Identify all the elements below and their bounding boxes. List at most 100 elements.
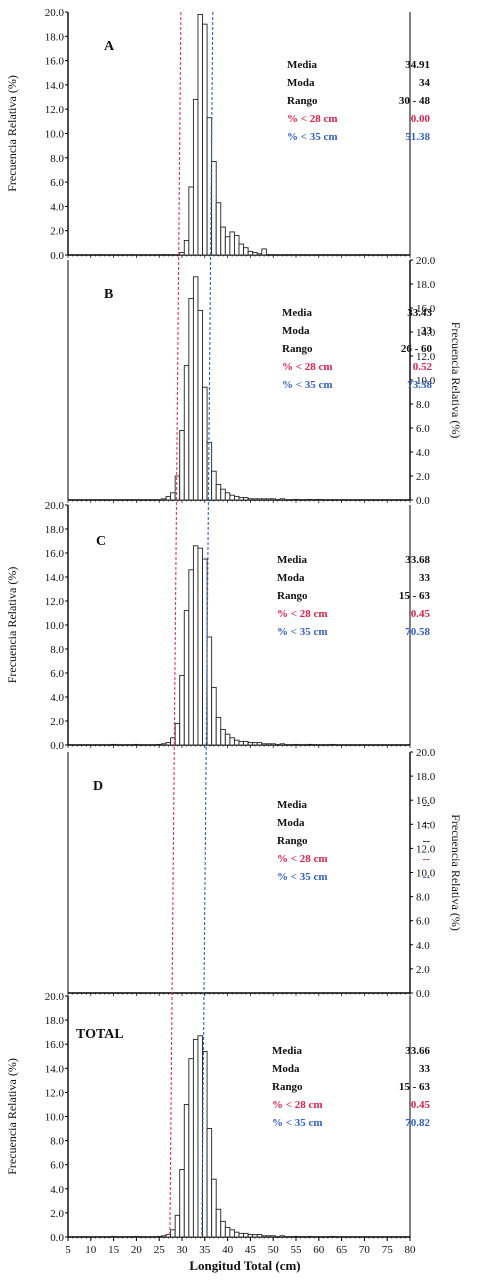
y-tick-label: 4.0: [50, 201, 64, 213]
y-tick-label: 2.0: [50, 1208, 64, 1220]
stat-label-pct-lt-28: % < 28 cm: [277, 608, 328, 620]
histogram-bar: [265, 498, 272, 501]
histogram-bar: [243, 740, 249, 746]
histogram-bar: [270, 743, 276, 746]
y-tick-label: 18.0: [416, 771, 436, 783]
y-axis-label: Frecuencia Relativa (%): [449, 322, 463, 439]
stat-label-pct-lt-28: % < 28 cm: [282, 361, 333, 373]
histogram-bar: [238, 243, 245, 256]
histogram-bar: [306, 498, 313, 501]
y-tick-label: 8.0: [50, 644, 64, 656]
histogram-bar: [188, 1058, 194, 1238]
histogram-bar: [188, 186, 194, 256]
histogram-bar: [224, 1226, 231, 1238]
stat-value-rango: --: [423, 835, 431, 847]
x-tick-label: 30: [177, 1244, 189, 1256]
histogram-bar: [215, 483, 222, 501]
histogram-bar: [211, 470, 217, 501]
stat-value-moda: 34: [419, 77, 431, 89]
histogram-bar: [229, 1229, 235, 1238]
y-tick-label: 6.0: [416, 423, 430, 435]
y-tick-label: 6.0: [416, 916, 430, 928]
histogram-bar: [206, 441, 213, 501]
panels-group: 0.0 2.0 4.0 6.0 8.0 10.0 12.0 14.0 16.0 18.0 20.0 F…: [5, 7, 463, 1244]
ref-line-35cm: [201, 11, 214, 1238]
histogram-bar: [329, 1235, 336, 1238]
histogram-bar: [188, 569, 194, 746]
y-tick-label: 2.0: [416, 471, 430, 483]
histogram-bar: [197, 13, 203, 256]
stat-value-moda: 33: [419, 572, 431, 584]
y-axis-label: Frecuencia Relativa (%): [5, 75, 19, 192]
histogram-bar: [243, 1232, 249, 1238]
x-tick-label: 60: [313, 1244, 325, 1256]
x-tick-label: 65: [336, 1244, 348, 1256]
stat-value-pct-lt-35: 73.58: [407, 379, 432, 391]
histogram-bar: [211, 160, 217, 256]
stat-label-pct-lt-28: % < 28 cm: [277, 853, 328, 865]
y-tick-label: 18.0: [45, 1015, 65, 1027]
y-tick-label: 14.0: [416, 819, 436, 831]
stat-label-moda: Moda: [272, 1063, 300, 1075]
y-tick-label: 20.0: [45, 7, 65, 19]
histogram-bar: [220, 226, 226, 256]
y-tick-label: 8.0: [416, 892, 430, 904]
histogram-bar: [293, 498, 299, 501]
y-tick-label: 18.0: [45, 524, 65, 536]
y-tick-label: 16.0: [45, 1039, 65, 1051]
x-tick-label: 25: [154, 1244, 166, 1256]
panel-label: B: [104, 287, 113, 302]
histogram-bar: [252, 252, 258, 256]
histogram-bar: [247, 498, 254, 501]
y-tick-label: 10.0: [45, 129, 65, 141]
histogram-bar: [252, 1234, 258, 1238]
histogram-bar: [256, 253, 263, 256]
histogram-bar: [215, 202, 222, 256]
histogram-bar: [202, 386, 208, 501]
histogram-bar: [243, 247, 249, 256]
histogram-bar: [174, 722, 181, 746]
histogram-bar: [197, 309, 203, 501]
y-tick-label: 14.0: [416, 327, 436, 339]
stat-value-moda: --: [423, 817, 431, 829]
y-tick-label: 14.0: [45, 572, 65, 584]
histogram-bar: [161, 498, 167, 501]
y-tick-label: 4.0: [416, 447, 430, 459]
histogram-bar: [215, 1208, 222, 1238]
stat-value-moda: 33: [421, 325, 433, 337]
stat-label-moda: Moda: [282, 325, 310, 337]
stat-label-pct-lt-35: % < 35 cm: [272, 1117, 323, 1129]
x-tick-label: 75: [382, 1244, 394, 1256]
stat-value-media: 33.68: [405, 554, 430, 566]
y-tick-label: 12.0: [45, 596, 65, 608]
y-tick-label: 8.0: [416, 399, 430, 411]
stat-label-pct-lt-35: % < 35 cm: [277, 626, 328, 638]
y-tick-label: 10.0: [416, 868, 436, 880]
y-tick-label: 14.0: [45, 1063, 65, 1075]
histogram-bar: [279, 1235, 286, 1238]
histogram-bar: [133, 1235, 140, 1238]
histogram-bar: [261, 1235, 267, 1238]
histogram-bar: [174, 475, 181, 501]
histogram-bar: [243, 497, 249, 501]
y-tick-label: 0.0: [50, 740, 64, 752]
panel-a: 0.0 2.0 4.0 6.0 8.0 10.0 12.0 14.0 16.0 18.0 20.0 F…: [5, 7, 431, 262]
histogram-bar: [211, 686, 217, 746]
y-tick-label: 10.0: [45, 620, 65, 632]
histogram-bar: [238, 1232, 245, 1238]
histogram-bar: [133, 743, 140, 746]
histogram-bar: [256, 498, 263, 501]
histogram-bar: [220, 728, 226, 746]
histogram-bar: [256, 742, 263, 746]
stat-value-media: 33.66: [405, 1045, 430, 1057]
histogram-bar: [256, 1234, 263, 1238]
panel-label: C: [96, 534, 106, 549]
histogram-bar: [156, 1235, 162, 1238]
histogram-bar: [179, 429, 185, 501]
y-tick-label: 10.0: [45, 1112, 65, 1124]
histogram-bar: [238, 740, 245, 746]
stat-label-rango: Rango: [277, 590, 308, 602]
histogram-bar: [233, 1231, 240, 1238]
histogram-bar: [192, 1038, 199, 1238]
y-tick-label: 20.0: [416, 747, 436, 759]
